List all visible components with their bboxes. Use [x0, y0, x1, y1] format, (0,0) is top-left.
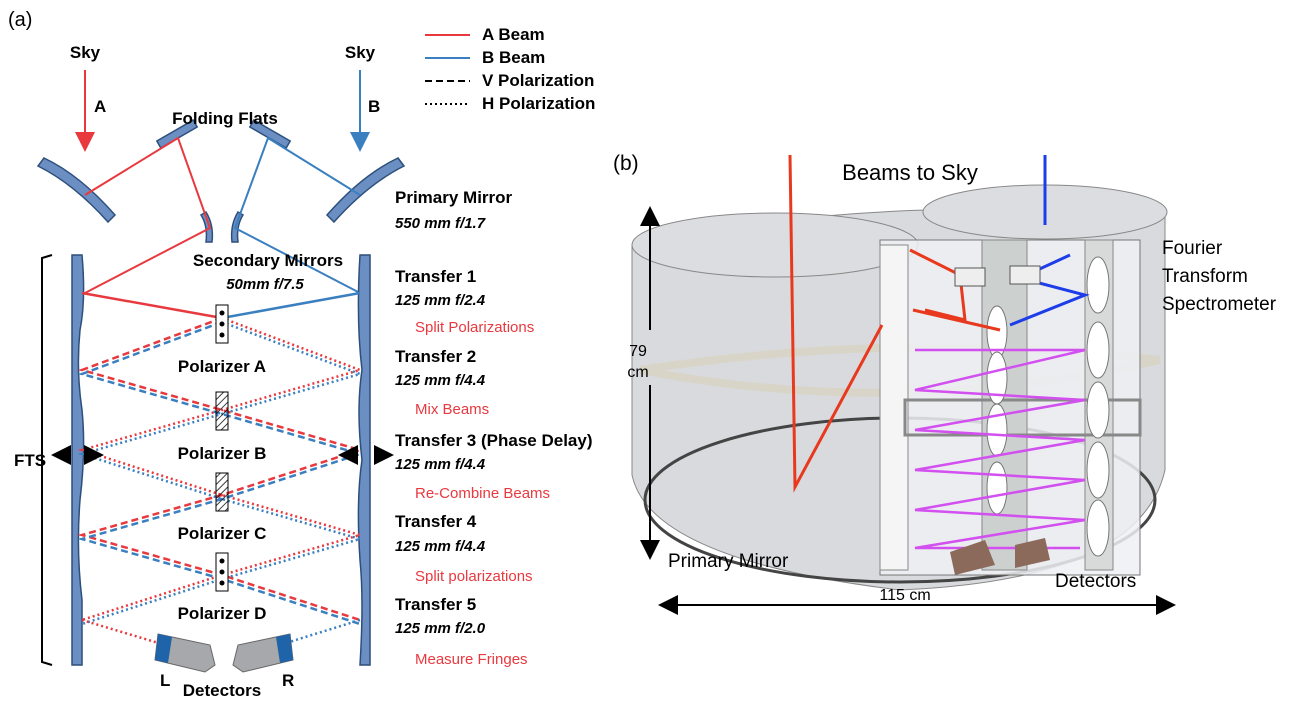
- fts-mirror: [358, 255, 370, 665]
- primary-mirror-label: Primary Mirror: [668, 551, 789, 572]
- secondary: [1010, 266, 1040, 284]
- transfer-spec: 125 mm f/4.4: [395, 372, 486, 389]
- transfers: Transfer 1 125 mm f/2.4 Split Polarizati…: [395, 267, 592, 668]
- transfer-title: Transfer 1: [395, 267, 476, 286]
- transfer-spec: 125 mm f/2.0: [395, 620, 486, 637]
- polarizer-label: Polarizer C: [178, 524, 267, 543]
- transfer-title: Transfer 3 (Phase Delay): [395, 431, 592, 450]
- polarizer-label: Polarizer B: [178, 444, 267, 463]
- polarizer-label: Polarizer A: [178, 357, 266, 376]
- primary-mirror-spec: 550 mm f/1.7: [395, 215, 486, 232]
- legend-label: V Polarization: [482, 71, 594, 90]
- panel-b-shapes: [632, 155, 1172, 605]
- fts-beams: [82, 293, 360, 648]
- polarizer: [216, 392, 228, 430]
- panel-label: (a): [8, 9, 32, 31]
- detectors-label: Detectors: [183, 681, 261, 700]
- sky-label: Sky: [345, 43, 376, 62]
- figure: (a) Sky Sky A B A Beam B Beam V Polariza…: [0, 0, 1304, 702]
- beams-to-sky-label: Beams to Sky: [842, 160, 978, 185]
- detector-label: L: [160, 671, 170, 690]
- transfer-title: Transfer 4: [395, 512, 477, 531]
- transfer-note: Split polarizations: [415, 568, 533, 585]
- primary-mirror: [38, 158, 115, 222]
- secondary: [955, 268, 985, 286]
- primary-mirror-title: Primary Mirror: [395, 188, 513, 207]
- detector-label: R: [282, 671, 294, 690]
- transfer-note: Mix Beams: [415, 401, 489, 418]
- folding-flats-label: Folding Flats: [172, 109, 278, 128]
- legend-label: H Polarization: [482, 94, 595, 113]
- transfer-note: Re-Combine Beams: [415, 485, 550, 502]
- beam-label: B: [368, 97, 380, 116]
- panel-label: (b): [613, 152, 639, 175]
- polarizer: [216, 473, 228, 511]
- transfer-spec: 125 mm f/2.4: [395, 292, 486, 309]
- legend-label: A Beam: [482, 25, 545, 44]
- height-label: 79: [629, 343, 647, 360]
- transfer-title: Transfer 5: [395, 595, 476, 614]
- fts-label: FTS: [14, 451, 46, 470]
- height-label: cm: [627, 364, 648, 381]
- width-label: 115 cm: [879, 587, 930, 604]
- secondary-mirror: [232, 212, 243, 242]
- sky-label: Sky: [70, 43, 101, 62]
- transfer-spec: 125 mm f/4.4: [395, 456, 486, 473]
- transfer-spec: 125 mm f/4.4: [395, 538, 486, 555]
- detectors-label: Detectors: [1055, 571, 1136, 592]
- cylinder-top: [632, 213, 918, 277]
- frame: [982, 240, 1027, 570]
- fts-mirror: [72, 255, 84, 665]
- beam-label: A: [94, 97, 106, 116]
- transfer-title: Transfer 2: [395, 347, 476, 366]
- fts-label: Fourier: [1162, 238, 1223, 259]
- transfer-note: Split Polarizations: [415, 319, 534, 336]
- polarizer-label: Polarizer D: [178, 604, 267, 623]
- transfer-note: Measure Fringes: [415, 651, 528, 668]
- fts-label: Spectrometer: [1162, 294, 1277, 315]
- legend-label: B Beam: [482, 48, 545, 67]
- secondary-mirrors-title: Secondary Mirrors: [193, 251, 343, 270]
- secondary-mirrors-spec: 50mm f/7.5: [226, 276, 304, 293]
- fts-label: Transform: [1162, 266, 1248, 287]
- primary-mirror: [327, 158, 404, 222]
